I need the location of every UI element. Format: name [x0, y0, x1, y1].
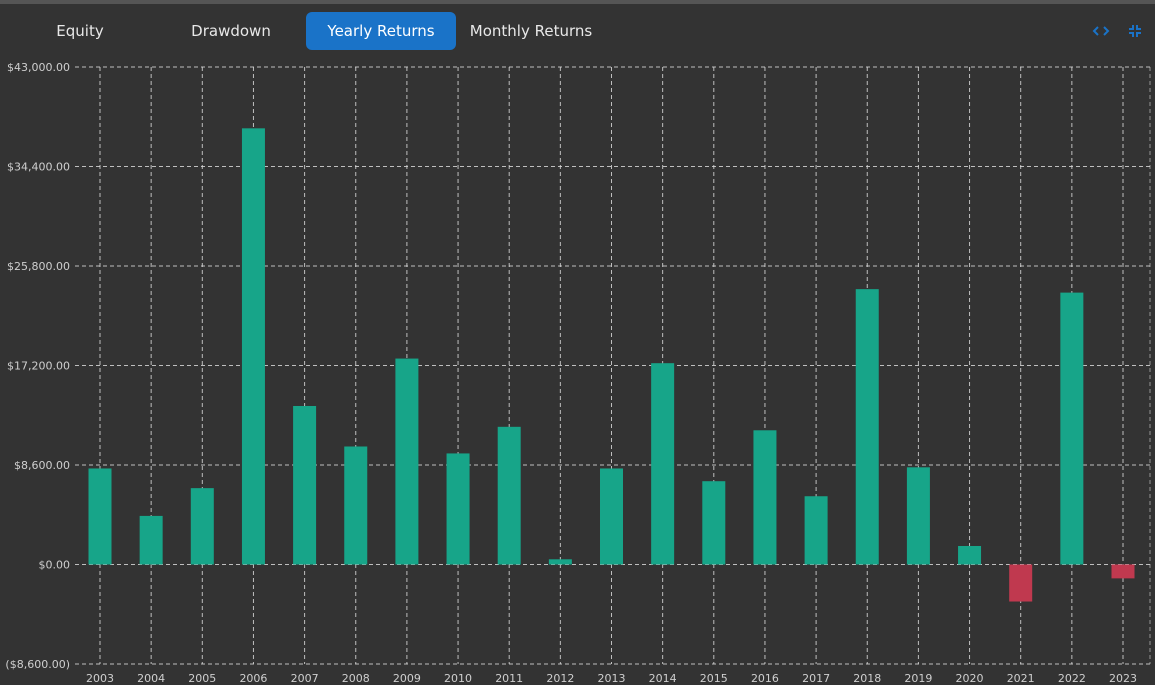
- x-tick-label: 2004: [137, 672, 165, 685]
- x-tick-label: 2023: [1109, 672, 1137, 685]
- bar-2022[interactable]: [1060, 292, 1084, 565]
- bar-2023[interactable]: [1111, 564, 1135, 579]
- tab-yearly-returns[interactable]: Yearly Returns: [306, 12, 456, 50]
- y-tick-label: $17,200.00: [7, 360, 70, 373]
- x-tick-label: 2011: [495, 672, 523, 685]
- bar-2019[interactable]: [906, 467, 930, 565]
- tab-drawdown[interactable]: Drawdown: [191, 22, 271, 40]
- bar-2017[interactable]: [804, 496, 828, 565]
- chart-area: ($8,600.00) $0.00 $8,600.00 $17,200.00 $25,8…: [0, 54, 1155, 685]
- bar-2012[interactable]: [548, 559, 572, 565]
- x-tick-label: 2006: [239, 672, 267, 685]
- tab-equity[interactable]: Equity: [56, 22, 104, 40]
- x-tick-label: 2016: [751, 672, 779, 685]
- y-tick-label: $0.00: [39, 559, 71, 572]
- bar-2020[interactable]: [958, 545, 982, 565]
- yearly-returns-chart: ($8,600.00) $0.00 $8,600.00 $17,200.00 $25,8…: [5, 61, 1151, 685]
- x-tick-label: 2010: [444, 672, 472, 685]
- x-tick-label: 2014: [649, 672, 677, 685]
- tab-monthly-returns[interactable]: Monthly Returns: [469, 22, 593, 40]
- x-tick-label: 2003: [86, 672, 114, 685]
- bar-2021[interactable]: [1009, 564, 1033, 602]
- x-tick-label: 2012: [546, 672, 574, 685]
- x-tick-label: 2019: [904, 672, 932, 685]
- bar-2006[interactable]: [241, 128, 265, 565]
- y-tick-label: ($8,600.00): [5, 658, 70, 671]
- bar-2009[interactable]: [395, 358, 419, 565]
- x-tick-label: 2017: [802, 672, 830, 685]
- x-tick-label: 2005: [188, 672, 216, 685]
- bar-2016[interactable]: [753, 430, 777, 565]
- code-brackets-icon[interactable]: [1090, 20, 1112, 42]
- tab-bar: Equity Drawdown Yearly Returns Monthly R…: [0, 8, 1155, 50]
- bar-2011[interactable]: [497, 426, 521, 565]
- y-tick-label: $34,400.00: [7, 161, 70, 174]
- y-tick-label: $25,800.00: [7, 260, 70, 273]
- bar-2018[interactable]: [855, 289, 879, 565]
- bar-2010[interactable]: [446, 453, 470, 565]
- x-tick-label: 2020: [956, 672, 984, 685]
- bar-2013[interactable]: [600, 468, 623, 565]
- bar-2003[interactable]: [88, 468, 112, 565]
- x-tick-label: 2007: [291, 672, 319, 685]
- collapse-arrows-icon[interactable]: [1124, 20, 1146, 42]
- bar-2004[interactable]: [139, 515, 163, 565]
- y-tick-label: $43,000.00: [7, 61, 70, 74]
- bar-2005[interactable]: [190, 488, 214, 565]
- bar-2008[interactable]: [344, 446, 368, 565]
- x-tick-label: 2009: [393, 672, 421, 685]
- x-tick-label: 2022: [1058, 672, 1086, 685]
- x-tick-label: 2008: [342, 672, 370, 685]
- x-tick-label: 2015: [700, 672, 728, 685]
- x-tick-label: 2013: [598, 672, 626, 685]
- bar-2007[interactable]: [293, 405, 317, 565]
- bar-2015[interactable]: [702, 481, 726, 565]
- y-tick-label: $8,600.00: [14, 459, 70, 472]
- x-tick-label: 2021: [1007, 672, 1035, 685]
- bar-2014[interactable]: [651, 363, 675, 565]
- x-tick-label: 2018: [853, 672, 881, 685]
